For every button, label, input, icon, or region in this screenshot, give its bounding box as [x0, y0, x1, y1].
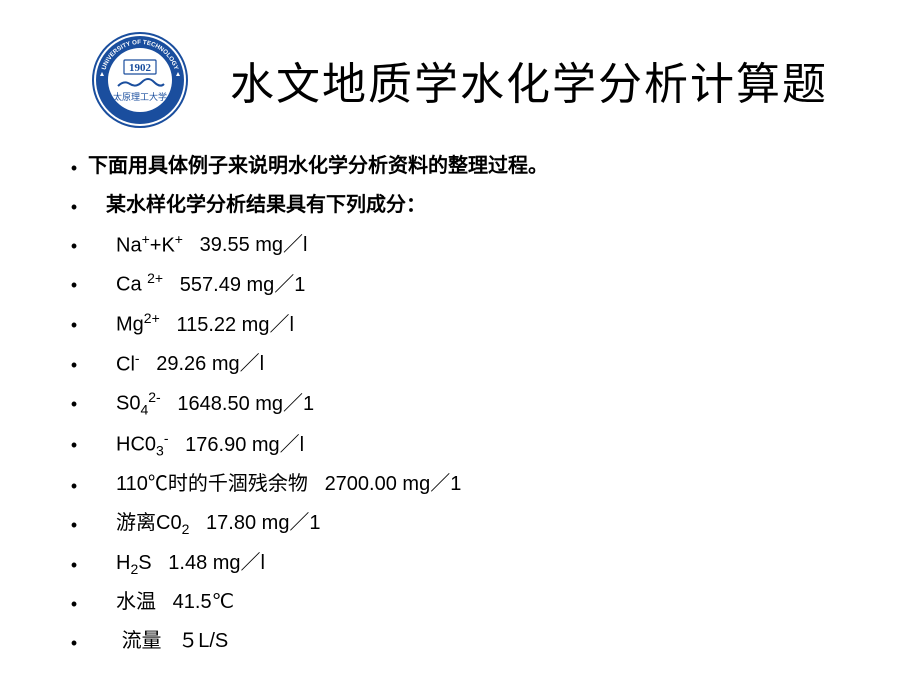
ca-value: 557.49 mg／1	[180, 269, 306, 301]
svg-text:太原理工大学: 太原理工大学	[113, 91, 167, 102]
flow-text: 流量 ５L/S	[88, 625, 228, 657]
bullet-icon: •	[60, 150, 88, 183]
flow-value: ５L/S	[178, 625, 228, 657]
mg-line: • Mg2+ 115.22 mg／l	[60, 307, 920, 341]
cl-line: • Cl- 29.26 mg／l	[60, 347, 920, 381]
intro-line: • 下面用具体例子来说明水化学分析资料的整理过程。	[60, 150, 920, 183]
residue-line: • 110℃时的千涸残余物 2700.00 mg／1	[60, 468, 920, 501]
so4-value: 1648.50 mg／1	[177, 388, 314, 420]
ca-text: Ca 2+ 557.49 mg／1	[88, 267, 305, 301]
temp-text: 水温 41.5℃	[88, 586, 234, 618]
subintro-text: 某水样化学分析结果具有下列成分：	[88, 189, 426, 221]
bullet-icon: •	[60, 586, 88, 619]
temp-value: 41.5℃	[173, 586, 234, 618]
bullet-icon: •	[60, 427, 88, 460]
h2s-value: 1.48 mg／l	[168, 547, 265, 579]
temp-line: • 水温 41.5℃	[60, 586, 920, 619]
co2-line: • 游离C02 17.80 mg／1	[60, 507, 920, 540]
subintro-line: • 某水样化学分析结果具有下列成分：	[60, 189, 920, 222]
university-logo: UNIVERSITY OF TECHNOLOGY TAIYUAN 1902 太原…	[90, 30, 190, 130]
bullet-icon: •	[60, 347, 88, 380]
flow-line: • 流量 ５L/S	[60, 625, 920, 658]
bullet-icon: •	[60, 547, 88, 580]
temp-label: 水温	[116, 591, 156, 613]
intro-text: 下面用具体例子来说明水化学分析资料的整理过程。	[88, 150, 548, 182]
na-k-text: Na++K+ 39.55 mg／l	[88, 228, 308, 262]
mg-value: 115.22 mg／l	[176, 309, 293, 341]
h2s-text: H2S 1.48 mg／l	[88, 547, 265, 580]
ca-line: • Ca 2+ 557.49 mg／1	[60, 267, 920, 301]
cl-value: 29.26 mg／l	[156, 348, 264, 380]
flow-label: 流量	[122, 630, 162, 652]
bullet-icon: •	[60, 267, 88, 300]
h2s-line: • H2S 1.48 mg／l	[60, 547, 920, 580]
co2-text: 游离C02 17.80 mg／1	[88, 507, 321, 540]
svg-text:1902: 1902	[129, 62, 152, 74]
bullet-icon: •	[60, 307, 88, 340]
so4-text: S042- 1648.50 mg／1	[88, 386, 314, 421]
residue-value: 2700.00 mg／1	[325, 468, 462, 500]
bullet-icon: •	[60, 386, 88, 419]
so4-line: • S042- 1648.50 mg／1	[60, 386, 920, 421]
bullet-icon: •	[60, 189, 88, 222]
bullet-icon: •	[60, 625, 88, 658]
hco3-value: 176.90 mg／l	[185, 429, 304, 461]
na-k-value: 39.55 mg／l	[200, 229, 308, 261]
na-k-line: • Na++K+ 39.55 mg／l	[60, 228, 920, 262]
residue-text: 110℃时的千涸残余物 2700.00 mg／1	[88, 468, 461, 500]
hco3-line: • HC03- 176.90 mg／l	[60, 427, 920, 462]
mg-text: Mg2+ 115.22 mg／l	[88, 307, 294, 341]
cl-text: Cl- 29.26 mg／l	[88, 347, 264, 381]
bullet-icon: •	[60, 228, 88, 261]
slide-header: UNIVERSITY OF TECHNOLOGY TAIYUAN 1902 太原…	[0, 0, 920, 150]
slide-title: 水文地质学水化学分析计算题	[230, 48, 828, 112]
bullet-icon: •	[60, 468, 88, 501]
bullet-icon: •	[60, 507, 88, 540]
slide-body: • 下面用具体例子来说明水化学分析资料的整理过程。 • 某水样化学分析结果具有下…	[0, 150, 920, 657]
residue-label: 110℃时的千涸残余物	[116, 473, 308, 495]
co2-value: 17.80 mg／1	[206, 507, 321, 539]
hco3-text: HC03- 176.90 mg／l	[88, 427, 304, 462]
